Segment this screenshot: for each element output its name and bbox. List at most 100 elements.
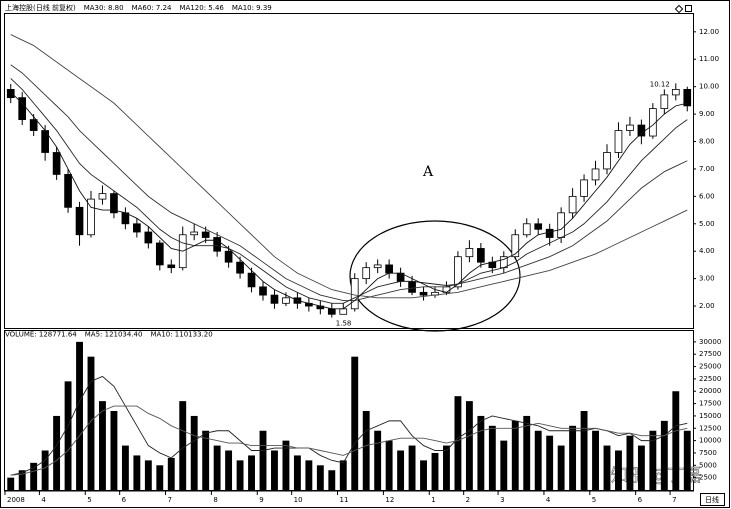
candle-body [591,168,600,181]
volume-bar [660,420,668,490]
candle-body [64,174,72,208]
volume-bar [305,460,313,490]
volume-bar [477,415,485,490]
candle-body [339,308,348,315]
volume-panel [4,330,694,491]
y-tick-label: 5.00 [699,220,715,228]
period-box [700,493,725,506]
legend-entry: MA5: 121034.40 [85,331,143,339]
candle-body [683,89,692,107]
volume-bar [18,470,26,490]
period-label: 日线 [705,495,719,504]
ma-line [10,405,688,476]
chart-title: 上海控股(日线 前复权) [5,3,76,12]
volume-bar [179,401,187,490]
volume-bar [683,430,691,490]
candle-body [545,228,554,238]
annotation: A [422,164,434,180]
y-tick-label: 4.00 [699,247,715,255]
x-tick-label: 1 [431,496,435,504]
candle-body [350,278,359,310]
legend-entry: MA60: 7.24 [132,4,172,12]
y-tick-label: 22500 [699,375,721,383]
volume-bar [557,445,565,490]
volume-bar [465,401,473,490]
volume-bar [431,452,439,490]
volume-bar [672,391,680,490]
volume-bar [248,455,255,490]
volume-bar [546,435,554,490]
ma-line [10,91,688,310]
candle-body [75,206,84,236]
volume-bar [328,470,336,490]
annotation: 1.58 [336,320,352,328]
price-panel [4,13,694,329]
candle-body [6,89,15,99]
x-tick-label: 5 [592,496,596,504]
icon [674,4,684,14]
candle-body [270,294,279,304]
volume-bar [534,430,542,490]
candle-body [534,223,543,230]
volume-bar [53,415,61,490]
volume-bar [87,356,95,490]
y-tick-label: 10000 [699,437,721,445]
volume-bar [30,462,38,490]
x-tick-label: 11 [340,496,349,504]
volume-bar [282,440,290,490]
candle-body [603,152,611,170]
candle-body [190,231,199,236]
x-tick-label: 7 [168,496,172,504]
candle-body [454,256,462,288]
y-tick-label: 6.00 [699,192,715,200]
volume-bar [316,465,324,490]
y-tick-label: 9.00 [699,110,715,118]
y-tick-label: 3.00 [699,275,715,283]
volume-bar [649,430,657,490]
y-tick-label: 15000 [699,412,721,420]
y-tick-label: 17500 [699,400,721,408]
candle-body [144,231,153,244]
candle-body [98,193,107,200]
x-tick-label: 2 [466,496,470,504]
legend-entry: MA120: 5.46 [180,4,225,12]
candle-body [327,308,336,315]
y-tick-label: 2.00 [699,302,715,310]
volume-bar [592,430,599,490]
volume-bar [271,450,278,490]
volume-bar [110,410,118,490]
candle-body [29,119,38,131]
candle-body [385,264,393,274]
x-tick-label: 4 [546,496,551,504]
volume-bar [500,440,508,490]
volume-bar [41,450,49,490]
y-tick-label: 11.00 [699,55,719,63]
volume-bar [351,356,359,490]
volume-bar [637,445,645,490]
volume-bar [420,460,427,490]
candle-body [408,280,416,293]
candle-body [110,193,118,214]
x-tick-label: 10 [294,496,303,504]
candle-body [282,297,290,304]
volume-bar [236,460,244,490]
volume-bar [76,341,83,490]
candle-body [522,223,531,236]
candle-body [201,231,210,238]
icon [685,5,692,12]
legend-entry: MA10: 110133.20 [150,331,212,339]
volume-bar [443,445,450,490]
candle-body [133,223,141,233]
volume-bar [225,450,233,490]
candle-body [660,94,669,110]
volume-bar [454,396,462,490]
volume-bar [293,455,301,490]
volume-bar [626,435,634,490]
volume-bar [259,430,267,490]
volume-bar [99,401,106,490]
volume-bar [397,450,405,490]
candle-body [614,130,623,153]
candle-body [557,212,565,238]
y-tick-label: 7.00 [699,165,715,173]
